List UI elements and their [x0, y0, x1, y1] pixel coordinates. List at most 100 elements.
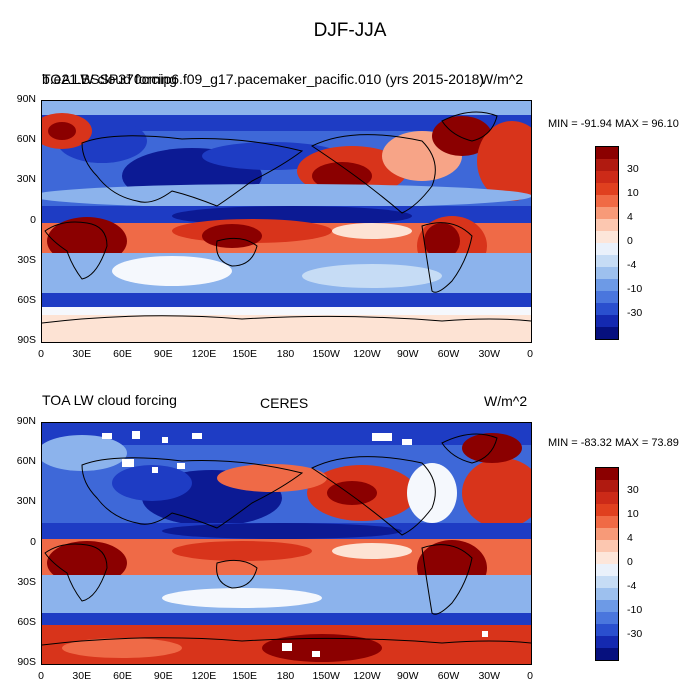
panel2-lat-label: 90S	[17, 656, 36, 668]
panel1-lat-label: 90S	[17, 334, 36, 346]
panel1-lon-label: 0	[527, 348, 533, 360]
panel2-colorbar-swatch	[596, 516, 618, 528]
panel2-lon-label: 0	[38, 670, 44, 682]
panel1-colorbar-swatch	[596, 147, 618, 159]
panel1-lon-label: 90E	[153, 348, 173, 360]
panel1-lon-label: 150W	[312, 348, 340, 360]
panel1-lat-label: 60S	[17, 293, 36, 306]
panel2-lat-label: 30S	[17, 575, 36, 588]
panel1-colorbar-label: -4	[627, 259, 637, 271]
panel1-colorbar-label: 0	[627, 235, 633, 247]
panel1-colorbar-swatch	[596, 231, 618, 243]
panel2-colorbar-swatch	[596, 468, 618, 480]
panel2-colorbar-swatch	[596, 552, 618, 564]
panel2-lon-label: 180	[276, 670, 295, 682]
panel1-colorbar-swatch	[596, 207, 618, 219]
panel2-colorbar-swatch	[596, 528, 618, 540]
panel1-lon-label: 90W	[396, 348, 419, 360]
panel1-units: W/m^2	[480, 71, 524, 87]
panel2-colorbar-label: -10	[627, 604, 643, 616]
panel1-lat-label: 30N	[16, 173, 36, 186]
panel1-colorbar-label: 10	[627, 187, 639, 199]
panel2-lon-label: 30E	[72, 670, 92, 682]
panel1-colorbar-swatch	[596, 279, 618, 291]
panel2-lon-label: 60E	[113, 670, 132, 682]
panel2-lat-label: 90N	[16, 415, 36, 427]
panel2-lon-label: 0	[527, 670, 533, 682]
panel1-lon-label: 60E	[113, 348, 132, 360]
panel2-lon-label: 120W	[353, 670, 381, 682]
panel1-minmax: MIN = -91.94 MAX = 96.10	[548, 118, 679, 130]
panel2-colorbar	[595, 467, 619, 661]
panel2-field	[42, 423, 531, 664]
figure-title: DJF-JJA	[313, 20, 387, 41]
panel1-colorbar-swatch	[596, 327, 618, 339]
panel2-colorbar-swatch	[596, 612, 618, 624]
panel2-colorbar-label: 0	[627, 556, 633, 568]
panel2-colorbar-swatch	[596, 648, 618, 660]
panel1-lat-label: 60N	[16, 133, 36, 146]
panel2-colorbar-swatch	[596, 624, 618, 636]
panel1-colorbar-label: -30	[627, 307, 643, 319]
panel2-lon-label: 120E	[191, 670, 217, 682]
panel2-left-title: TOA LW cloud forcing	[42, 392, 177, 408]
panel1-map	[41, 100, 532, 343]
panel2-center-title: CERES	[260, 395, 309, 411]
panel1-colorbar-swatch	[596, 219, 618, 231]
panel1-field	[42, 101, 531, 342]
panel1-colorbar-swatch	[596, 291, 618, 303]
panel1-colorbar-swatch	[596, 171, 618, 183]
panel2-lon-label: 90W	[396, 670, 419, 682]
panel2-colorbar-swatch	[596, 504, 618, 516]
panel1-lon-label: 0	[38, 348, 44, 360]
panel1-lat-label: 30S	[17, 253, 36, 266]
panel2-colorbar-label: 10	[627, 508, 639, 520]
panel1-colorbar-swatch	[596, 315, 618, 327]
panel1-lon-label: 30W	[478, 348, 501, 360]
panel2-lon-label: 60W	[437, 670, 460, 682]
panel1-lon-label: 150E	[232, 348, 258, 360]
panel2-lat-label: 60S	[17, 615, 36, 628]
panel1-colorbar	[595, 146, 619, 340]
panel1-lat-label: 0	[30, 213, 36, 226]
panel2-lon-label: 30W	[478, 670, 501, 682]
panel1-left-title: TOA LW cloud forcing	[42, 71, 177, 87]
panel2-colorbar-label: -4	[627, 580, 637, 592]
panel1-colorbar-label: 30	[627, 163, 639, 175]
panel1-lon-label: 120W	[353, 348, 381, 360]
panel2-colorbar-label: 4	[627, 532, 633, 544]
panel2-map	[41, 422, 532, 665]
panel1-colorbar-swatch	[596, 243, 618, 255]
panel1-colorbar-swatch	[596, 159, 618, 171]
panel2-lat-label: 60N	[16, 455, 36, 468]
panel2-colorbar-swatch	[596, 540, 618, 552]
panel2-lon-label: 90E	[153, 670, 173, 682]
panel2-colorbar-swatch	[596, 480, 618, 492]
panel2-lon-label: 150E	[232, 670, 258, 682]
panel1-lon-label: 30E	[72, 348, 92, 360]
panel1-lon-label: 120E	[191, 348, 217, 360]
panel2-colorbar-swatch	[596, 636, 618, 648]
panel2-lon-label: 150W	[312, 670, 340, 682]
panel2-minmax: MIN = -83.32 MAX = 73.89	[548, 437, 679, 449]
panel1-case-title: b.e21.BSSP370cmip6.f09_g17.pacemaker_pac…	[42, 71, 485, 87]
panel2-colorbar-swatch	[596, 564, 618, 576]
panel1-lon-label: 180	[276, 348, 295, 360]
panel2-colorbar-label: 30	[627, 484, 639, 496]
panel1-colorbar-label: 4	[627, 211, 633, 223]
panel2-colorbar-label: -30	[627, 628, 643, 640]
panel1-colorbar-swatch	[596, 183, 618, 195]
panel2-lat-label: 30N	[16, 495, 36, 508]
panel1-colorbar-swatch	[596, 255, 618, 267]
panel2-colorbar-swatch	[596, 600, 618, 612]
panel2-colorbar-swatch	[596, 576, 618, 588]
panel2-units: W/m^2	[484, 393, 528, 409]
panel1-lat-label: 90N	[16, 93, 36, 105]
panel1-colorbar-swatch	[596, 195, 618, 207]
panel1-colorbar-swatch	[596, 303, 618, 315]
panel2-colorbar-swatch	[596, 588, 618, 600]
panel2-colorbar-swatch	[596, 492, 618, 504]
panel2-lat-label: 0	[30, 535, 36, 548]
panel1-colorbar-label: -10	[627, 283, 643, 295]
panel1-lon-label: 60W	[437, 348, 460, 360]
